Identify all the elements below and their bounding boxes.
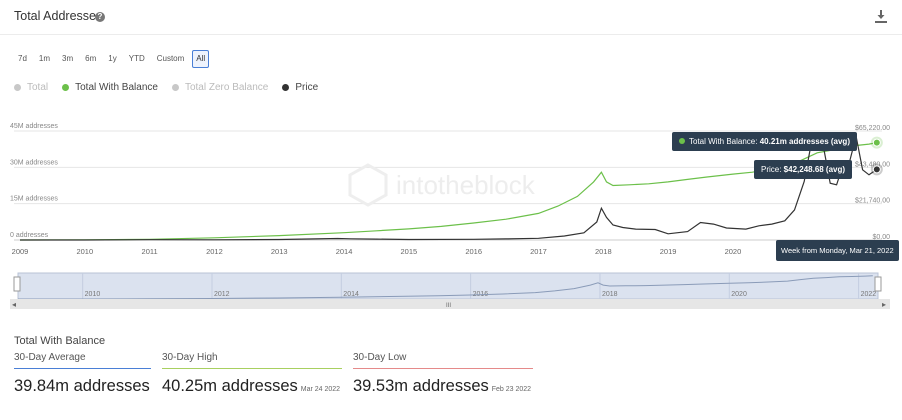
navigator-year: 2010 (85, 291, 101, 298)
hover-marker (872, 138, 881, 147)
legend-label: Total Zero Balance (184, 82, 269, 93)
x-tick: 2017 (530, 247, 547, 256)
legend-dot-icon (282, 84, 290, 91)
x-tick: 2016 (465, 247, 482, 256)
y-tick-left: 15M addresses (10, 196, 58, 203)
y-tick-left: 0 addresses (10, 232, 49, 239)
legend-label: Total (27, 82, 49, 93)
navigator-year: 2022 (861, 291, 877, 298)
scroll-grip[interactable]: III (446, 303, 451, 309)
tooltip-label: Price: (761, 165, 784, 174)
range-button-all[interactable]: All (192, 50, 210, 68)
legend-label: Price (295, 82, 319, 93)
x-tick: 2010 (76, 247, 93, 256)
download-icon[interactable] (875, 10, 887, 24)
navigator-range[interactable] (17, 272, 879, 300)
scroll-right-icon[interactable]: ▸ (882, 300, 886, 309)
watermark: intotheblock (348, 163, 536, 207)
x-tick: 2014 (336, 247, 353, 256)
series-line-total-with-balance (19, 142, 877, 241)
navigator-year: 2018 (602, 291, 618, 298)
stat-item: 30-Day High 40.25m addresses Mar 24 2022 (162, 352, 342, 396)
tooltip-value: 40.21m addresses (avg) (759, 137, 850, 146)
x-tick: 2015 (401, 247, 418, 256)
tooltip-value: $42,248.68 (avg) (783, 165, 846, 174)
stat-item: 30-Day Low 39.53m addresses Feb 23 2022 (353, 352, 533, 396)
navigator-year: 2020 (731, 291, 747, 298)
stat-item: 30-Day Average 39.84m addresses (14, 352, 151, 396)
legend-dot-icon (62, 84, 70, 91)
stat-label: 30-Day High (162, 352, 342, 369)
series-line-price (20, 136, 878, 241)
stats-title: Total With Balance (14, 335, 106, 347)
legend-item[interactable]: Total (14, 82, 48, 93)
navigator-left-handle[interactable] (13, 276, 21, 292)
range-button-3m[interactable]: 3m (62, 54, 74, 63)
x-tick: 2020 (725, 247, 742, 256)
range-button-ytd[interactable]: YTD (128, 54, 145, 63)
stat-label: 30-Day Low (353, 352, 533, 369)
chart: intotheblock 45M addresses $65,220.00 30M … (10, 123, 890, 256)
range-button-1y[interactable]: 1y (108, 54, 117, 63)
legend-dot-icon (14, 84, 21, 91)
y-tick-right: $43,480.00 (855, 161, 890, 168)
x-tick: 2012 (206, 247, 223, 256)
legend-label: Total With Balance (75, 82, 158, 93)
tooltip-price: Price: $42,248.68 (avg) (754, 160, 853, 179)
chart-legend: Total Total With Balance Total Zero Balanc… (14, 82, 318, 93)
range-button-6m[interactable]: 6m (85, 54, 97, 63)
legend-dot-icon (171, 84, 179, 91)
watermark-text: intotheblock (396, 170, 536, 200)
x-tick: 2018 (595, 247, 612, 256)
stat-date: Mar 24 2022 (300, 386, 341, 393)
x-tick: 2013 (271, 247, 288, 256)
stat-label: 30-Day Average (14, 352, 151, 369)
y-tick-left: 30M addresses (10, 159, 58, 166)
y-tick-right: $21,740.00 (855, 198, 890, 205)
legend-item[interactable]: Price (282, 82, 318, 93)
legend-item[interactable]: Total With Balance (62, 82, 158, 93)
y-tick-right: $65,220.00 (855, 125, 890, 132)
x-tick: 2019 (660, 247, 677, 256)
tooltip-week: Week from Monday, Mar 21, 2022 (776, 240, 899, 261)
x-tick: 2011 (142, 247, 158, 256)
range-button-1m[interactable]: 1m (38, 54, 51, 63)
series-dot-icon (679, 138, 685, 144)
stat-value: 40.25m addresses (162, 377, 298, 395)
hover-marker (872, 165, 881, 174)
stat-value: 39.53m addresses (353, 377, 489, 395)
stat-date: Feb 23 2022 (491, 386, 532, 393)
y-tick-right: $0.00 (872, 234, 890, 241)
y-tick-left: 45M addresses (10, 123, 58, 130)
tooltip-total-with-balance: Total With Balance: 40.21m addresses (av… (672, 132, 857, 151)
x-tick: 2009 (12, 247, 29, 256)
range-button-custom[interactable]: Custom (156, 54, 185, 63)
range-selector: 7d 1m 3m 6m 1y YTD Custom All (14, 50, 210, 68)
header: Total Addresses ? (0, 0, 902, 35)
page-title: Total Addresses (14, 9, 103, 23)
navigator-year: 2012 (214, 291, 230, 298)
tooltip-label: Total With Balance: (689, 137, 760, 146)
help-icon[interactable]: ? (95, 12, 105, 22)
scrollbar[interactable] (10, 299, 890, 309)
range-button-7d[interactable]: 7d (18, 54, 27, 63)
navigator-year: 2014 (343, 291, 359, 298)
navigator-right-handle[interactable] (874, 276, 882, 292)
legend-item[interactable]: Total Zero Balance (171, 82, 269, 93)
stat-value: 39.84m addresses (14, 377, 150, 395)
scroll-left-icon[interactable]: ◂ (12, 300, 16, 309)
navigator[interactable]: 2010 2012 2014 2016 2018 2020 2022 ◂ ▸ III (0, 268, 902, 312)
